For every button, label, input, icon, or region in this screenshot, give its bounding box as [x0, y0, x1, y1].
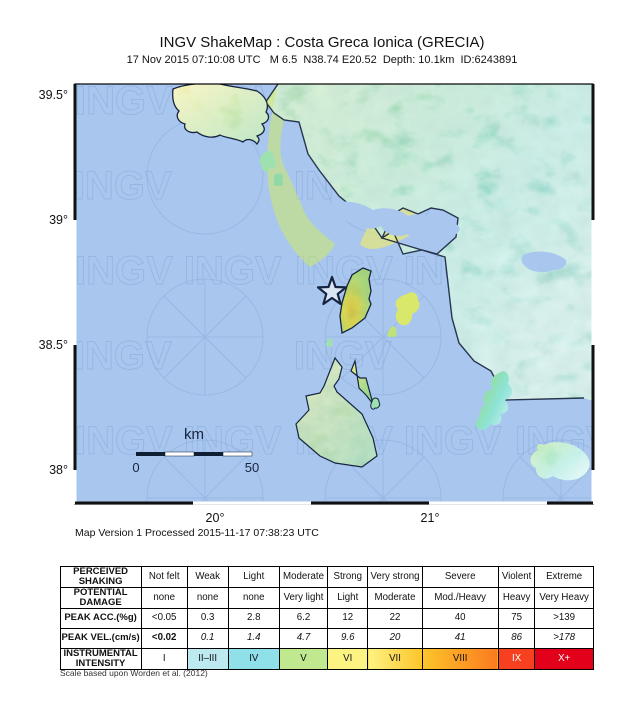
- svg-text:38°: 38°: [49, 463, 68, 477]
- svg-text:39.5°: 39.5°: [39, 88, 68, 102]
- svg-text:20°: 20°: [206, 511, 225, 525]
- svg-text:21°: 21°: [421, 511, 440, 525]
- svg-text:39°: 39°: [49, 213, 68, 227]
- svg-text:38.5°: 38.5°: [39, 338, 68, 352]
- svg-text:Map Version 1 Processed 2015-1: Map Version 1 Processed 2015-11-17 07:38…: [75, 527, 319, 539]
